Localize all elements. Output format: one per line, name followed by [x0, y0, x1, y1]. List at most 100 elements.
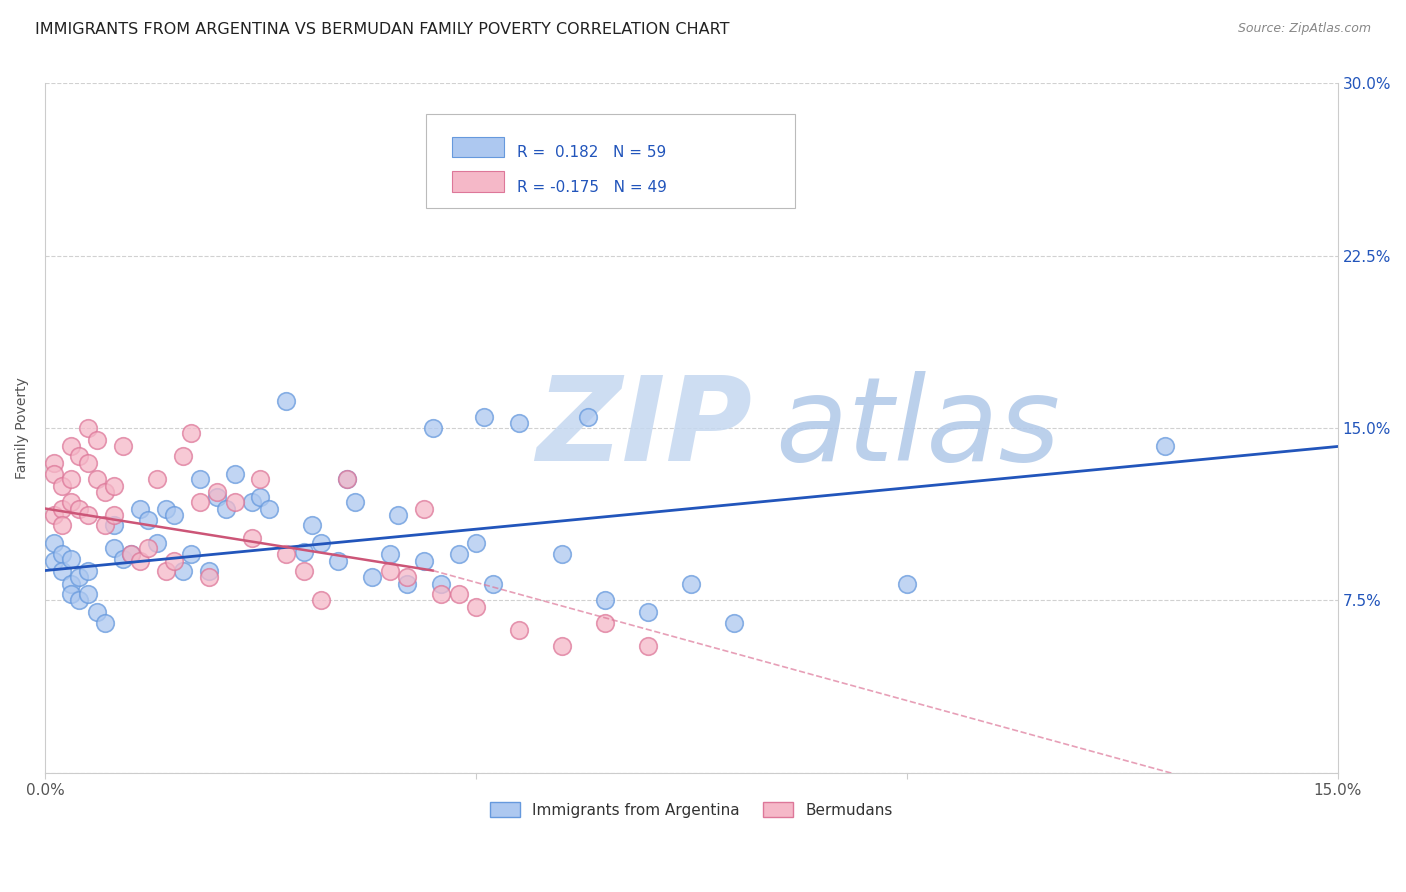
Text: R =  0.182   N = 59: R = 0.182 N = 59	[517, 145, 666, 161]
Point	[309, 536, 332, 550]
Text: ZIP: ZIP	[536, 370, 752, 485]
Point	[240, 494, 263, 508]
Point	[336, 472, 359, 486]
Point	[69, 449, 91, 463]
Point	[163, 508, 186, 523]
Point	[42, 536, 65, 550]
Point	[464, 600, 486, 615]
Point	[207, 490, 229, 504]
Point	[508, 624, 530, 638]
Point	[447, 586, 470, 600]
Point	[77, 564, 100, 578]
Point	[378, 548, 401, 562]
Point	[69, 593, 91, 607]
Point	[42, 554, 65, 568]
Point	[224, 467, 246, 481]
Point	[180, 548, 202, 562]
Point	[224, 494, 246, 508]
Point	[593, 616, 616, 631]
Point	[430, 586, 453, 600]
Point	[344, 494, 367, 508]
Point	[551, 548, 574, 562]
Point	[292, 545, 315, 559]
Point	[155, 501, 177, 516]
Point	[146, 472, 169, 486]
Point	[120, 548, 142, 562]
Point	[120, 548, 142, 562]
Point	[103, 478, 125, 492]
Point	[276, 393, 298, 408]
Point	[309, 593, 332, 607]
Point	[395, 577, 418, 591]
Point	[51, 501, 73, 516]
Point	[59, 552, 82, 566]
Point	[464, 536, 486, 550]
Point	[42, 456, 65, 470]
Point	[77, 508, 100, 523]
Point	[249, 472, 271, 486]
Point	[240, 532, 263, 546]
Point	[637, 605, 659, 619]
Text: IMMIGRANTS FROM ARGENTINA VS BERMUDAN FAMILY POVERTY CORRELATION CHART: IMMIGRANTS FROM ARGENTINA VS BERMUDAN FA…	[35, 22, 730, 37]
Point	[77, 456, 100, 470]
Point	[86, 433, 108, 447]
Point	[69, 570, 91, 584]
Point	[378, 564, 401, 578]
Point	[422, 421, 444, 435]
Point	[723, 616, 745, 631]
Point	[207, 485, 229, 500]
Point	[94, 485, 117, 500]
Point	[146, 536, 169, 550]
Point	[103, 517, 125, 532]
Point	[336, 472, 359, 486]
Point	[482, 577, 505, 591]
Point	[249, 490, 271, 504]
Point	[447, 548, 470, 562]
Point	[51, 564, 73, 578]
Point	[138, 541, 160, 555]
Point	[180, 425, 202, 440]
Point	[94, 616, 117, 631]
Point	[163, 554, 186, 568]
Point	[257, 501, 280, 516]
Point	[86, 472, 108, 486]
Point	[86, 605, 108, 619]
Legend: Immigrants from Argentina, Bermudans: Immigrants from Argentina, Bermudans	[484, 796, 900, 823]
Point	[42, 508, 65, 523]
Point	[51, 478, 73, 492]
Point	[51, 548, 73, 562]
Point	[413, 501, 436, 516]
Point	[172, 449, 194, 463]
Point	[292, 564, 315, 578]
Point	[103, 508, 125, 523]
Point	[59, 586, 82, 600]
Point	[111, 440, 134, 454]
Point	[94, 517, 117, 532]
Point	[138, 513, 160, 527]
Point	[155, 564, 177, 578]
Text: R = -0.175   N = 49: R = -0.175 N = 49	[517, 180, 666, 195]
Point	[172, 564, 194, 578]
Point	[361, 570, 384, 584]
Point	[276, 548, 298, 562]
FancyBboxPatch shape	[426, 114, 794, 208]
Point	[215, 501, 238, 516]
Point	[77, 586, 100, 600]
Point	[681, 577, 703, 591]
Point	[387, 508, 409, 523]
Point	[326, 554, 349, 568]
Point	[301, 517, 323, 532]
Point	[77, 421, 100, 435]
Point	[593, 593, 616, 607]
Point	[551, 640, 574, 654]
Text: Source: ZipAtlas.com: Source: ZipAtlas.com	[1237, 22, 1371, 36]
Point	[413, 554, 436, 568]
FancyBboxPatch shape	[453, 171, 503, 192]
FancyBboxPatch shape	[453, 136, 503, 157]
Point	[188, 472, 211, 486]
Point	[1154, 440, 1177, 454]
Point	[128, 554, 150, 568]
Point	[59, 440, 82, 454]
Point	[188, 494, 211, 508]
Point	[395, 570, 418, 584]
